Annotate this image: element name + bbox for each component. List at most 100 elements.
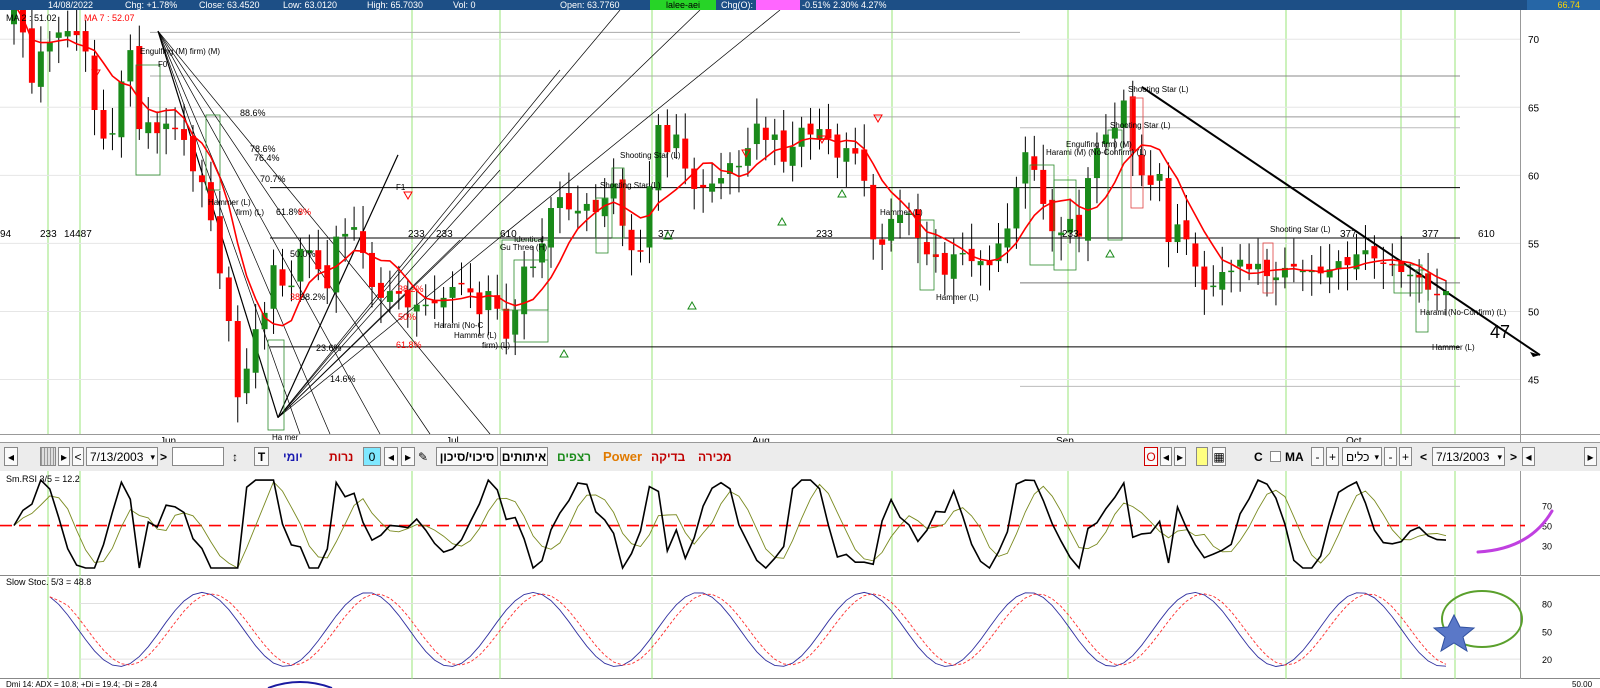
candle-body: [762, 127, 769, 140]
tools-select[interactable]: כלים ▾: [1342, 447, 1382, 466]
ma-minus-button[interactable]: -: [1311, 447, 1324, 466]
candle-body: [1326, 269, 1333, 278]
ma-plus-button[interactable]: +: [1326, 447, 1339, 466]
candle-body: [986, 261, 993, 266]
candle-body: [386, 291, 393, 302]
daily-button[interactable]: יומי: [283, 450, 303, 464]
text-tool-button[interactable]: T: [254, 447, 269, 466]
scroll-left-right-button[interactable]: ◂: [1522, 447, 1535, 466]
header-volume: Vol: 0: [453, 0, 476, 10]
eraser-icon[interactable]: ✎: [418, 450, 429, 464]
o-next-button[interactable]: ▸: [1174, 447, 1186, 466]
sequences-button[interactable]: רצפים: [557, 450, 592, 464]
fib-label: 76.4%: [254, 153, 280, 163]
o-button[interactable]: O: [1144, 447, 1158, 466]
rsi-tick-label: 30: [1542, 542, 1552, 552]
candle-body: [548, 208, 554, 248]
candle-body: [1281, 267, 1288, 278]
date-left-select[interactable]: 7/13/2003 ▾: [86, 447, 158, 466]
prev-date-button[interactable]: <: [72, 447, 84, 466]
candle-body: [771, 134, 778, 140]
candle-body: [73, 31, 80, 36]
candle-body: [1371, 246, 1378, 259]
ma-checkbox[interactable]: [1270, 451, 1281, 462]
image-icon[interactable]: ▦: [1212, 447, 1226, 466]
candle-body: [539, 243, 546, 263]
fan-line: [157, 30, 431, 435]
x-tick-label: Jun: [160, 436, 176, 442]
c-label: C: [1254, 450, 1263, 464]
power-button[interactable]: Power: [603, 449, 643, 464]
o-prev-button[interactable]: ◂: [1160, 447, 1172, 466]
signals-button[interactable]: איתותים: [500, 447, 548, 466]
scroll-right-right-button[interactable]: ▸: [1584, 447, 1597, 466]
resize-vertical-icon[interactable]: ↕: [232, 450, 238, 464]
candle-body: [476, 292, 483, 315]
scroll-left-button[interactable]: ◂: [4, 447, 18, 466]
x-tick-label: Jul: [446, 436, 459, 442]
rsi-tick-label: 50: [1542, 522, 1552, 532]
prev-date-right-button[interactable]: <: [1420, 450, 1428, 464]
zero-field[interactable]: 0: [363, 447, 381, 466]
candle-body: [440, 297, 447, 308]
stochastic-panel[interactable]: 80 50 20 Slow Stoc. 5/3 = 48.8: [0, 577, 1600, 679]
candle-body: [225, 277, 232, 322]
candle-body: [816, 129, 823, 139]
candle-body: [727, 163, 733, 174]
candle-body: [1156, 173, 1163, 181]
zero-next-button[interactable]: ▸: [401, 447, 415, 466]
pattern-label: Hammer (L): [1432, 343, 1475, 352]
highlight-ellipse: [1441, 590, 1523, 648]
color-swatch[interactable]: [1196, 447, 1208, 466]
candle-body: [306, 250, 313, 253]
date-right-select[interactable]: 7/13/2003 ▾: [1432, 447, 1505, 466]
pattern-label: firm) (L): [482, 341, 510, 350]
stoch-tick-label: 20: [1542, 655, 1552, 665]
pattern-box: [1415, 269, 1429, 333]
candle-body: [333, 236, 340, 293]
candle-body: [718, 178, 725, 184]
tools-minus-button[interactable]: -: [1384, 447, 1397, 466]
next-date-right-button[interactable]: >: [1510, 450, 1518, 464]
candle-body: [1443, 291, 1449, 296]
candle-body: [1040, 169, 1047, 204]
candle-body: [154, 122, 161, 134]
candle-body: [1058, 232, 1065, 236]
scroll-right-button[interactable]: ▸: [58, 447, 70, 466]
candle-body: [136, 46, 143, 130]
zero-prev-button[interactable]: ◂: [384, 447, 398, 466]
candle-body: [1353, 254, 1360, 270]
date-input[interactable]: [172, 447, 224, 466]
sell-button[interactable]: מכירה: [698, 450, 732, 464]
check-button[interactable]: בדיקה: [651, 450, 686, 464]
candle-body: [780, 130, 787, 162]
candle-body: [995, 243, 1002, 262]
candle-body: [270, 265, 277, 309]
candle-body: [82, 31, 89, 52]
rsi-panel[interactable]: 70 50 30 Sm.RSI 3/5 = 12.2: [0, 471, 1600, 576]
candle-body: [467, 288, 474, 293]
tools-plus-button[interactable]: +: [1399, 447, 1412, 466]
candle-body: [37, 51, 44, 87]
candle-body: [369, 252, 375, 287]
candle-body: [1237, 259, 1244, 267]
candle-body: [118, 81, 125, 138]
price-chart[interactable]: 70 65 60 55 50 45 Jun Jul Aug Sep Oct 88.6% 78.6%76…: [0, 10, 1600, 442]
y-tick-label: 50: [1528, 307, 1540, 318]
risk-reward-button[interactable]: סיכוי/סיכון: [436, 447, 498, 466]
candle-body: [1102, 134, 1109, 145]
candle-body: [55, 32, 62, 38]
candles-button[interactable]: נרות: [329, 450, 354, 464]
candle-body: [46, 41, 53, 52]
fan-line: [277, 10, 621, 418]
x-tick-label: Sep: [1056, 436, 1074, 442]
candle-body: [100, 110, 107, 139]
candle-body: [1219, 272, 1226, 290]
scroll-thumb[interactable]: [40, 447, 56, 466]
fan-line: [157, 30, 491, 435]
pattern-label: Hammer (L): [454, 331, 497, 340]
candle-body: [485, 291, 492, 311]
candle-body: [673, 134, 680, 149]
next-date-button[interactable]: >: [160, 450, 168, 464]
pattern-box: [205, 114, 221, 191]
